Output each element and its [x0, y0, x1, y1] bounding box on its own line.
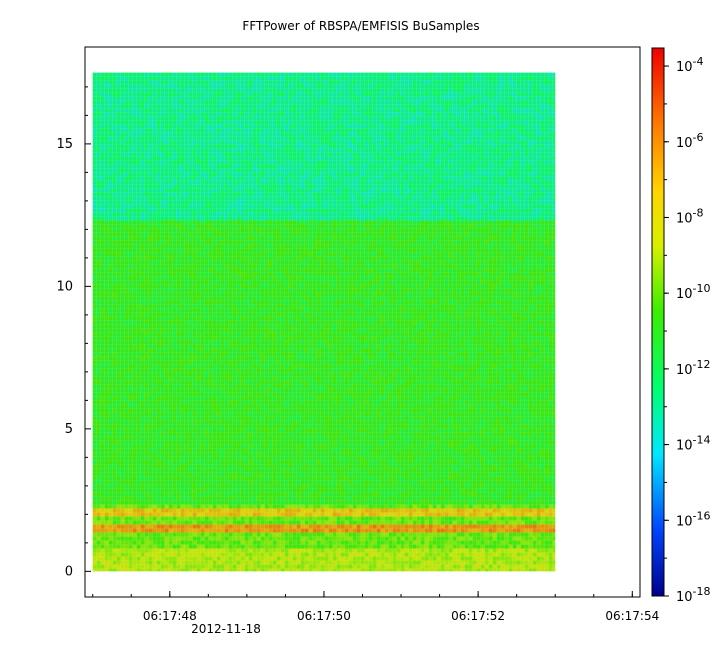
chart-title: FFTPower of RBSPA/EMFISIS BuSamples [242, 19, 479, 33]
spectrogram-image [92, 72, 556, 572]
